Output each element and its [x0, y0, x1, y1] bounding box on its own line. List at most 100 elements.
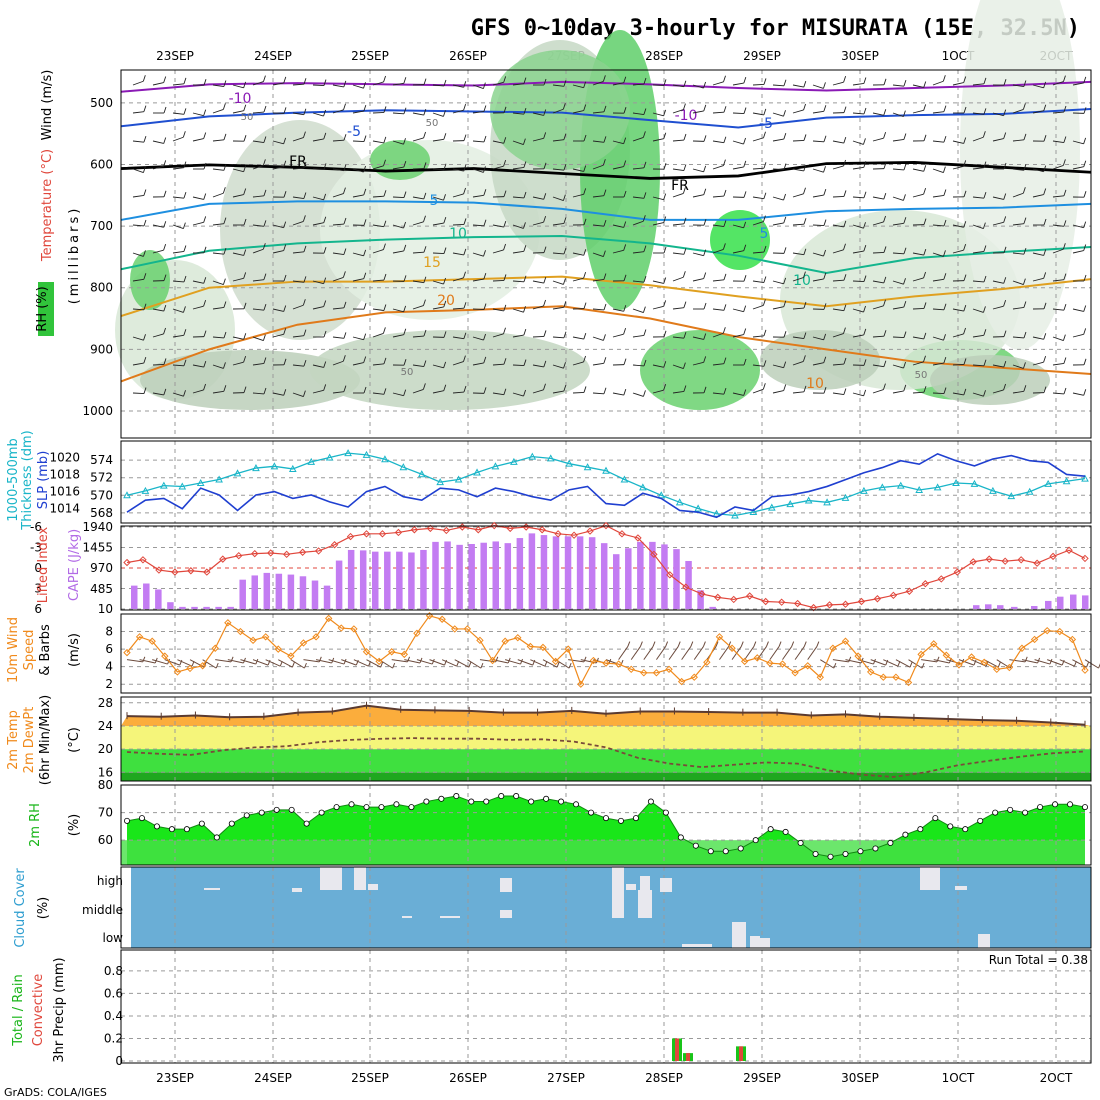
wind-barb: [852, 334, 864, 338]
wind-barb: [163, 358, 167, 365]
cape-bar: [191, 606, 198, 609]
wind-barb: [1063, 220, 1067, 227]
y-tick-label: 28: [98, 696, 113, 710]
wind-barb: [383, 190, 387, 197]
wind-barb: [163, 221, 167, 228]
wind-barb: [563, 278, 566, 285]
wind-barb: [723, 136, 727, 143]
wind-barb: [512, 280, 525, 283]
wind-barb: [712, 81, 724, 86]
wind-speed-point: [690, 673, 698, 681]
wind-barb: [823, 249, 827, 257]
cape-bar: [227, 606, 234, 609]
wind-barb: [752, 167, 765, 170]
bottom-date-label: 30SEP: [841, 1071, 879, 1085]
wind-barb: [623, 160, 627, 167]
wind-barb: [592, 80, 604, 86]
wind-barb: [1023, 217, 1027, 224]
wind-barb: [263, 357, 267, 364]
wind-barb: [265, 659, 281, 667]
wind-barb: [1034, 659, 1051, 665]
lifted-index-point: [187, 567, 195, 575]
rh-point: [1067, 801, 1074, 808]
wind-barb: [952, 249, 964, 254]
wind-barb: [452, 168, 464, 172]
wind-barb: [1062, 334, 1066, 341]
wind-barb: [403, 244, 407, 252]
wind-barb: [243, 135, 247, 142]
wind-speed-point: [867, 668, 875, 676]
wind-barb: [903, 217, 907, 224]
y-tick-label-right: 1020: [49, 450, 80, 464]
wind-barb: [623, 328, 627, 335]
wind-barb: [412, 221, 424, 226]
wind-barb: [623, 274, 627, 281]
panel-ylabel: (°C): [67, 727, 82, 753]
wind-barb: [812, 84, 824, 89]
lifted-index-point: [235, 551, 243, 560]
wind-barb: [443, 384, 447, 391]
wind-barb: [592, 336, 604, 341]
wind-barb: [495, 656, 499, 663]
panel-ylabel: Convective: [31, 974, 46, 1047]
wind-barb: [863, 77, 867, 84]
thickness-line: [126, 452, 1086, 517]
wind-barb: [272, 166, 284, 170]
wind-barb: [983, 659, 999, 668]
wind-barb: [403, 359, 407, 366]
wind-barb: [583, 104, 587, 111]
cloud-block: [440, 916, 460, 918]
wind-barb: [332, 336, 344, 339]
wind-barb: [212, 168, 224, 171]
wind-barb: [823, 356, 827, 363]
wind-barb: [283, 328, 287, 335]
wind-barb: [328, 659, 345, 665]
contour-label: 10: [793, 273, 811, 289]
wind-barb: [692, 168, 704, 173]
wind-barb: [203, 193, 207, 200]
wind-barb: [432, 138, 444, 142]
panel-ylabel: 1000-500mb: [6, 438, 21, 522]
wind-speed-point: [564, 645, 572, 653]
rh-point: [662, 809, 669, 816]
wind-barb: [943, 136, 947, 143]
wind-barb: [703, 302, 707, 310]
wind-barb: [983, 245, 987, 252]
wind-barb: [583, 165, 587, 172]
thickness-point: [878, 483, 887, 491]
wind-barb: [903, 331, 907, 338]
wind-barb: [583, 81, 587, 88]
wind-barb: [712, 224, 724, 227]
wind-barb: [572, 84, 584, 89]
wind-barb: [312, 112, 324, 117]
wind-barb: [164, 659, 181, 666]
y-tick-label: 0.6: [104, 986, 123, 1000]
temp-band: [121, 725, 1091, 750]
wind-barb: [132, 392, 145, 395]
y-tick-label: 4: [105, 660, 113, 674]
cape-bar: [143, 583, 150, 609]
cloud-block: [920, 866, 940, 890]
wind-barb: [783, 163, 787, 170]
wind-barb: [143, 136, 147, 143]
wind-barb: [963, 221, 967, 228]
wind-barb: [292, 392, 304, 398]
wind-barb: [863, 222, 866, 229]
wind-barb: [803, 187, 806, 194]
wind-barb: [212, 84, 224, 87]
panel-ylabel: & Barbs: [38, 624, 53, 676]
wind-barb: [952, 82, 964, 86]
wind-barb: [681, 646, 692, 660]
wind-barb: [643, 646, 654, 660]
wind-barb: [618, 646, 629, 660]
wind-barb: [132, 80, 144, 86]
wind-barb: [423, 192, 427, 200]
wind-barb: [483, 135, 487, 143]
cape-bar: [420, 549, 427, 609]
cloud-background: [131, 867, 1091, 948]
lifted-index-point: [650, 550, 658, 559]
wind-barb: [1032, 110, 1044, 114]
cape-bar: [997, 605, 1004, 609]
thickness-point: [731, 511, 739, 519]
wind-barb: [543, 246, 547, 253]
